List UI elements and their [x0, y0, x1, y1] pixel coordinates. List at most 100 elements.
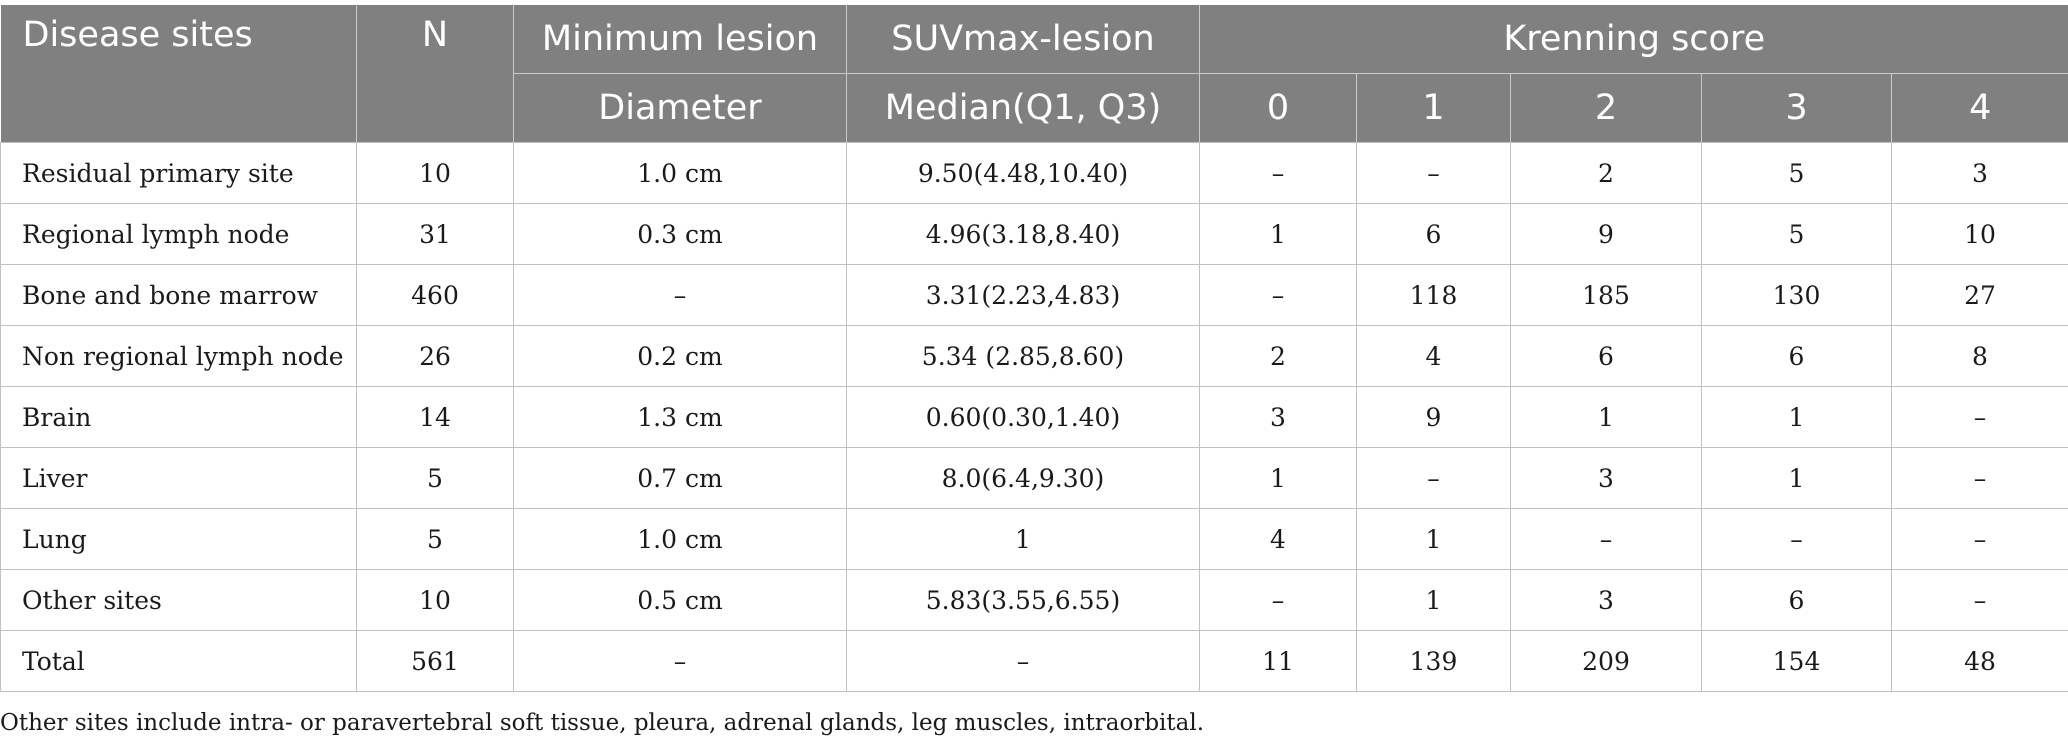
table-row: Other sites 10 0.5 cm 5.83(3.55,6.55) – … [1, 570, 2068, 631]
cell-diameter: 0.5 cm [514, 570, 847, 631]
cell-krenning-4: 48 [1892, 631, 2068, 692]
cell-krenning-1: 1 [1357, 509, 1511, 570]
cell-site: Total [1, 631, 357, 692]
cell-diameter: 0.3 cm [514, 204, 847, 265]
cell-krenning-0: – [1200, 570, 1357, 631]
cell-suvmax: 8.0(6.4,9.30) [847, 448, 1200, 509]
disease-sites-table: Disease sites N Minimum lesion SUVmax-le… [0, 5, 2068, 692]
table-footnote: Other sites include intra- or paraverteb… [0, 710, 1204, 736]
cell-krenning-2: 2 [1511, 143, 1702, 204]
cell-site: Non regional lymph node [1, 326, 357, 387]
cell-suvmax: 0.60(0.30,1.40) [847, 387, 1200, 448]
header-median-q1-q3: Median(Q1, Q3) [847, 74, 1200, 143]
header-score-1: 1 [1357, 74, 1511, 143]
table-row: Lung 5 1.0 cm 1 4 1 – – – [1, 509, 2068, 570]
cell-krenning-0: – [1200, 143, 1357, 204]
cell-krenning-1: – [1357, 143, 1511, 204]
cell-krenning-2: – [1511, 509, 1702, 570]
cell-krenning-0: 4 [1200, 509, 1357, 570]
table-body: Residual primary site 10 1.0 cm 9.50(4.4… [1, 143, 2068, 692]
table-row: Regional lymph node 31 0.3 cm 4.96(3.18,… [1, 204, 2068, 265]
header-krenning-score: Krenning score [1200, 5, 2068, 74]
cell-krenning-3: 6 [1702, 570, 1892, 631]
cell-krenning-1: 9 [1357, 387, 1511, 448]
cell-krenning-2: 3 [1511, 570, 1702, 631]
cell-krenning-4: 3 [1892, 143, 2068, 204]
cell-site: Lung [1, 509, 357, 570]
cell-n: 10 [357, 570, 514, 631]
cell-krenning-0: 1 [1200, 204, 1357, 265]
cell-diameter: 0.2 cm [514, 326, 847, 387]
cell-krenning-3: 1 [1702, 387, 1892, 448]
cell-krenning-4: 27 [1892, 265, 2068, 326]
header-score-2: 2 [1511, 74, 1702, 143]
cell-krenning-2: 209 [1511, 631, 1702, 692]
cell-n: 5 [357, 509, 514, 570]
data-table-container: Disease sites N Minimum lesion SUVmax-le… [0, 5, 2068, 692]
table-row: Non regional lymph node 26 0.2 cm 5.34 (… [1, 326, 2068, 387]
cell-krenning-1: 118 [1357, 265, 1511, 326]
cell-krenning-3: 5 [1702, 143, 1892, 204]
cell-krenning-2: 6 [1511, 326, 1702, 387]
cell-n: 31 [357, 204, 514, 265]
cell-krenning-4: – [1892, 509, 2068, 570]
header-minimum-lesion: Minimum lesion [514, 5, 847, 74]
table-row: Liver 5 0.7 cm 8.0(6.4,9.30) 1 – 3 1 – [1, 448, 2068, 509]
cell-krenning-0: 11 [1200, 631, 1357, 692]
header-suvmax-lesion: SUVmax-lesion [847, 5, 1200, 74]
cell-diameter: – [514, 265, 847, 326]
cell-krenning-4: – [1892, 387, 2068, 448]
cell-n: 561 [357, 631, 514, 692]
table-row: Brain 14 1.3 cm 0.60(0.30,1.40) 3 9 1 1 … [1, 387, 2068, 448]
cell-krenning-4: 8 [1892, 326, 2068, 387]
cell-krenning-4: – [1892, 448, 2068, 509]
cell-n: 14 [357, 387, 514, 448]
cell-n: 5 [357, 448, 514, 509]
table-row-total: Total 561 – – 11 139 209 154 48 [1, 631, 2068, 692]
cell-diameter: 0.7 cm [514, 448, 847, 509]
cell-n: 26 [357, 326, 514, 387]
cell-krenning-4: 10 [1892, 204, 2068, 265]
header-score-4: 4 [1892, 74, 2068, 143]
cell-krenning-1: 6 [1357, 204, 1511, 265]
cell-site: Residual primary site [1, 143, 357, 204]
cell-krenning-3: 5 [1702, 204, 1892, 265]
cell-site: Regional lymph node [1, 204, 357, 265]
cell-n: 460 [357, 265, 514, 326]
header-diameter: Diameter [514, 74, 847, 143]
header-disease-sites: Disease sites [1, 5, 357, 143]
cell-suvmax: – [847, 631, 1200, 692]
cell-diameter: 1.3 cm [514, 387, 847, 448]
cell-krenning-3: 154 [1702, 631, 1892, 692]
cell-suvmax: 3.31(2.23,4.83) [847, 265, 1200, 326]
cell-krenning-0: – [1200, 265, 1357, 326]
cell-suvmax: 5.34 (2.85,8.60) [847, 326, 1200, 387]
cell-krenning-2: 3 [1511, 448, 1702, 509]
header-row-1: Disease sites N Minimum lesion SUVmax-le… [1, 5, 2068, 74]
cell-krenning-4: – [1892, 570, 2068, 631]
cell-site: Other sites [1, 570, 357, 631]
cell-diameter: – [514, 631, 847, 692]
cell-site: Brain [1, 387, 357, 448]
table-header: Disease sites N Minimum lesion SUVmax-le… [1, 5, 2068, 143]
cell-site: Bone and bone marrow [1, 265, 357, 326]
cell-krenning-3: – [1702, 509, 1892, 570]
cell-krenning-0: 2 [1200, 326, 1357, 387]
cell-site: Liver [1, 448, 357, 509]
cell-krenning-3: 6 [1702, 326, 1892, 387]
cell-krenning-2: 1 [1511, 387, 1702, 448]
cell-krenning-1: 4 [1357, 326, 1511, 387]
header-n: N [357, 5, 514, 143]
cell-krenning-2: 185 [1511, 265, 1702, 326]
cell-diameter: 1.0 cm [514, 143, 847, 204]
cell-krenning-0: 3 [1200, 387, 1357, 448]
cell-n: 10 [357, 143, 514, 204]
cell-diameter: 1.0 cm [514, 509, 847, 570]
header-score-0: 0 [1200, 74, 1357, 143]
cell-krenning-0: 1 [1200, 448, 1357, 509]
cell-krenning-3: 130 [1702, 265, 1892, 326]
cell-krenning-3: 1 [1702, 448, 1892, 509]
cell-krenning-1: 1 [1357, 570, 1511, 631]
table-row: Residual primary site 10 1.0 cm 9.50(4.4… [1, 143, 2068, 204]
cell-krenning-2: 9 [1511, 204, 1702, 265]
